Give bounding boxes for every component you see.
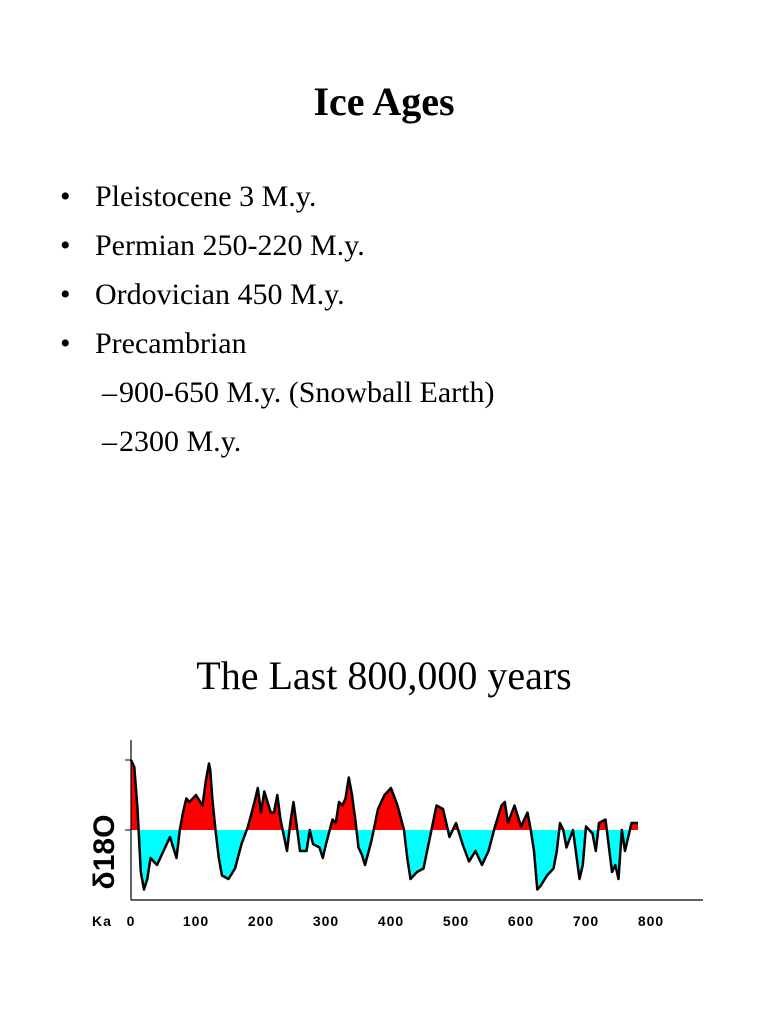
x-tick-label: 0 <box>127 913 136 929</box>
bullet-text: Permian 250-220 M.y. <box>95 229 365 262</box>
bullet-item: • Ordovician 450 M.y. <box>60 270 495 319</box>
bullet-marker: • <box>60 229 71 262</box>
bullet-text: Precambrian <box>95 327 247 360</box>
x-tick-label: 700 <box>573 913 599 929</box>
bullet-item: • Pleistocene 3 M.y. <box>60 172 495 221</box>
bullet-item: • Permian 250-220 M.y. <box>60 221 495 270</box>
area-below-baseline <box>309 830 330 858</box>
area-below-baseline <box>215 830 247 879</box>
bullet-text: Ordovician 450 M.y. <box>95 278 345 311</box>
area-below-baseline <box>356 830 374 865</box>
delta-18o-chart: 0 100 200 300 400 500 600 700 800 Ka δ18O <box>88 740 703 929</box>
area-below-baseline <box>530 830 560 890</box>
area-below-baseline <box>573 830 586 879</box>
x-tick-label: 600 <box>508 913 534 929</box>
x-tick-label: 800 <box>638 913 664 929</box>
x-tick-label: 500 <box>443 913 469 929</box>
area-above-baseline <box>373 788 404 830</box>
bullet-marker: • <box>60 180 71 213</box>
bullet-text: 900-650 M.y. (Snowball Earth) <box>119 376 495 409</box>
bullet-marker: – <box>102 425 117 458</box>
x-tick-labels: 0 100 200 300 400 500 600 700 800 <box>127 913 664 929</box>
x-tick-label: 300 <box>313 913 339 929</box>
x-axis-label: Ka <box>92 913 112 929</box>
x-tick-label: 200 <box>248 913 274 929</box>
bullet-text: 2300 M.y. <box>119 425 242 458</box>
bullet-marker: • <box>60 278 71 311</box>
area-above-baseline <box>494 802 531 830</box>
x-tick-label: 100 <box>183 913 209 929</box>
bullet-marker: – <box>102 376 117 409</box>
sub-bullet-item: –2300 M.y. <box>60 417 495 466</box>
sub-bullet-item: –900-650 M.y. (Snowball Earth) <box>60 368 495 417</box>
chart-subtitle: The Last 800,000 years <box>196 653 572 698</box>
y-axis-label: δ18O <box>88 815 121 890</box>
slide-title: Ice Ages <box>313 79 455 124</box>
bullet-text: Pleistocene 3 M.y. <box>95 180 317 213</box>
series-line <box>129 759 638 891</box>
bullet-list: • Pleistocene 3 M.y. • Permian 250-220 M.y.… <box>60 172 495 466</box>
x-tick-label: 400 <box>378 913 404 929</box>
area-below-baseline <box>404 830 432 879</box>
bullet-item: • Precambrian <box>60 319 495 368</box>
bullet-marker: • <box>60 327 71 360</box>
area-below-baseline <box>606 830 622 879</box>
